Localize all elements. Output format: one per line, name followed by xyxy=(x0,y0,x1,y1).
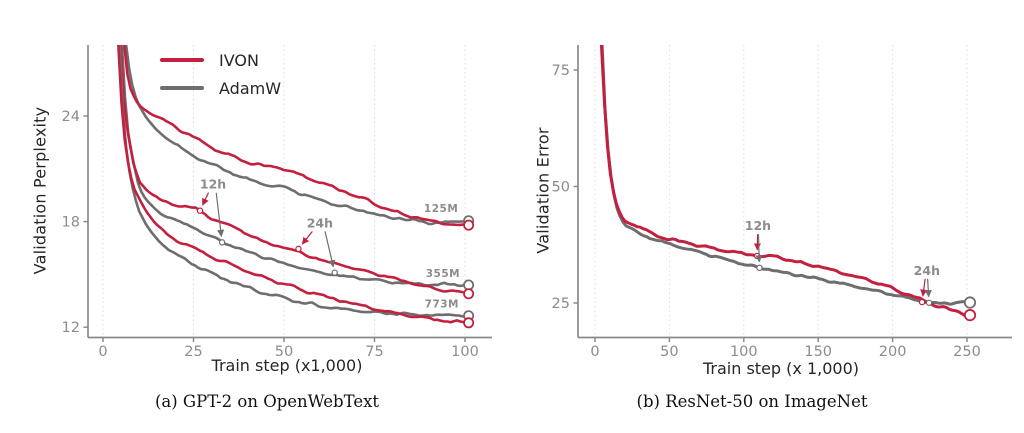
annotation-arrow xyxy=(755,234,763,263)
x-tick-label: 0 xyxy=(590,344,599,360)
y-tick-label: 25 xyxy=(552,296,570,312)
x-axis-label-resnet: Train step (x 1,000) xyxy=(702,359,859,378)
model-size-label: 355M xyxy=(426,268,460,280)
y-tick-label: 18 xyxy=(62,215,80,231)
annotation-arrow xyxy=(202,192,210,206)
y-tick-label: 50 xyxy=(552,180,570,196)
annotation-arrow xyxy=(324,231,336,268)
curve-ivon xyxy=(599,45,969,317)
ivon-label: IVON xyxy=(219,50,259,70)
annotation-label: 12h xyxy=(745,218,771,233)
curve-ivon-773m xyxy=(117,45,465,324)
annotation-point xyxy=(295,245,302,253)
y-axis-label-error: Validation Error xyxy=(533,127,553,254)
x-tick-label: 100 xyxy=(730,344,758,360)
annotation-arrow xyxy=(301,230,313,245)
adamw-label: AdamW xyxy=(219,78,282,98)
ivon-line-swatch xyxy=(160,57,204,63)
annotation-label: 24h xyxy=(307,215,333,230)
y-tick-label: 24 xyxy=(62,109,80,125)
curve-adamw xyxy=(600,45,970,306)
x-tick-label: 25 xyxy=(184,344,202,360)
resnet50-imagenet-chart: 0 50 100 150 200 250 25 50 75 12h 24h xyxy=(552,45,1012,360)
annotation-point xyxy=(196,207,204,214)
curve-ivon-355m xyxy=(119,45,464,294)
adamw-line-swatch xyxy=(160,85,204,91)
x-tick-label: 50 xyxy=(275,344,293,360)
annotation-label: 24h xyxy=(914,263,940,278)
x-tick-label: 200 xyxy=(879,344,907,360)
annotation-point xyxy=(925,299,933,306)
x-tick-label: 150 xyxy=(804,344,832,360)
annotation-arrow xyxy=(924,278,932,298)
legend: IVON AdamW xyxy=(160,46,281,102)
gpt2-openwebtext-chart: 0 25 50 75 100 12 18 24 12h 24h 125M 355M 773M xyxy=(62,45,492,360)
caption-a: (a) GPT-2 on OpenWebText xyxy=(154,392,380,411)
caption-b: (b) ResNet-50 on ImageNet xyxy=(636,392,868,411)
annotation-label: 12h xyxy=(200,177,226,192)
x-tick-label: 75 xyxy=(365,344,383,360)
y-axis-label-perplexity: Validation Perplexity xyxy=(30,106,50,275)
end-marker xyxy=(463,317,475,329)
annotation-arrow xyxy=(215,192,225,238)
legend-item-ivon: IVON xyxy=(160,46,281,74)
model-size-label: 773M xyxy=(425,298,459,310)
y-tick-label: 12 xyxy=(62,320,80,336)
x-axis-label-gpt2: Train step (x1,000) xyxy=(211,356,363,375)
annotation-arrow xyxy=(920,278,928,297)
annotation-point xyxy=(331,269,338,276)
end-marker xyxy=(463,288,475,300)
end-marker xyxy=(463,219,475,231)
model-size-label: 125M xyxy=(424,203,458,215)
curve-ivon-125m xyxy=(122,45,465,227)
x-tick-label: 50 xyxy=(660,344,678,360)
curve-adamw-773m xyxy=(118,45,467,319)
annotation-point xyxy=(756,264,763,272)
annotation-point xyxy=(918,298,926,306)
end-marker xyxy=(963,309,977,322)
end-marker xyxy=(963,296,977,309)
y-tick-label: 75 xyxy=(552,63,570,79)
end-marker xyxy=(463,279,475,291)
x-tick-label: 100 xyxy=(451,344,479,360)
curve-adamw-125m xyxy=(124,45,466,226)
legend-item-adamw: AdamW xyxy=(160,74,281,102)
x-tick-label: 250 xyxy=(953,344,981,360)
x-tick-label: 0 xyxy=(98,344,107,360)
annotation-point xyxy=(218,239,226,246)
